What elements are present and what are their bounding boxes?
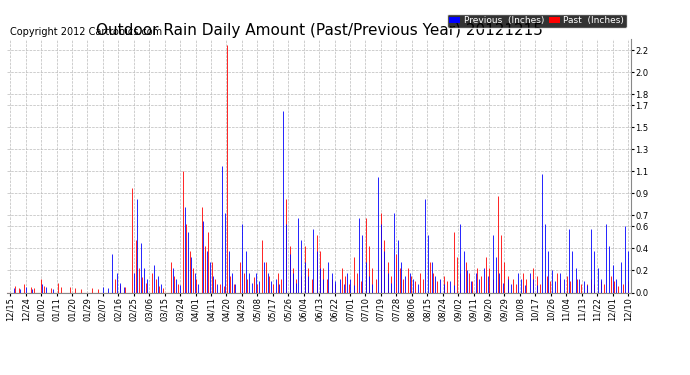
Text: Copyright 2012 Cartronics.com: Copyright 2012 Cartronics.com	[10, 27, 162, 37]
Legend: Previous  (Inches), Past  (Inches): Previous (Inches), Past (Inches)	[446, 13, 627, 28]
Title: Outdoor Rain Daily Amount (Past/Previous Year) 20121215: Outdoor Rain Daily Amount (Past/Previous…	[96, 23, 542, 38]
